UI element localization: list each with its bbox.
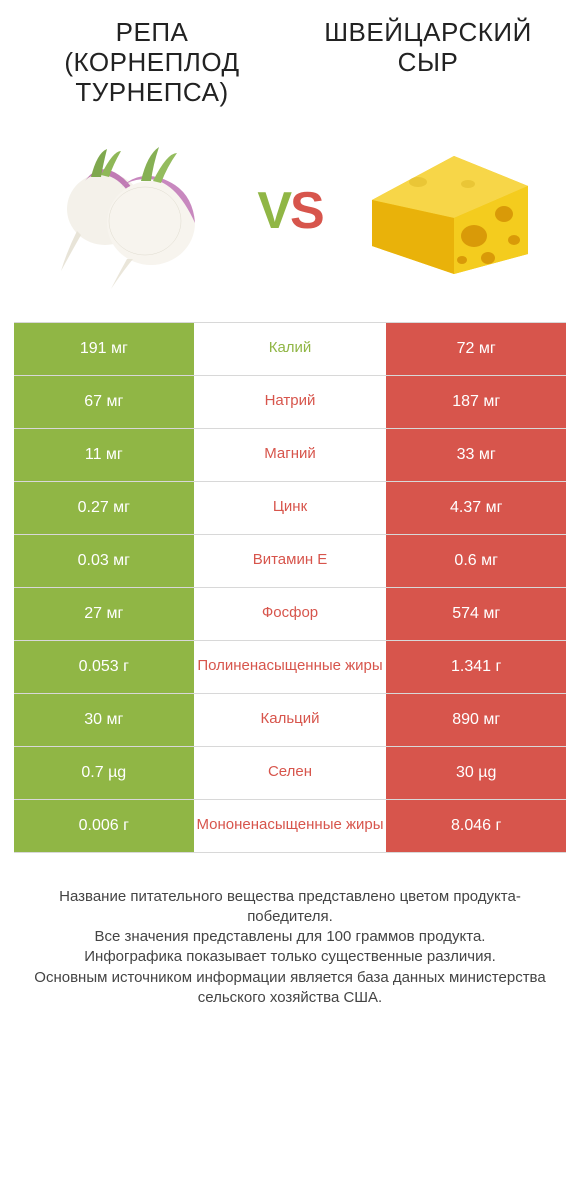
left-title: РЕПА (КОРНЕПЛОД ТУРНЕПСА) xyxy=(14,18,290,108)
right-value: 0.6 мг xyxy=(386,535,566,587)
right-title-line2: СЫР xyxy=(398,47,459,77)
footer-line-4: Основным источником информации является … xyxy=(18,968,562,1009)
right-value: 187 мг xyxy=(386,376,566,428)
cheese-image xyxy=(330,126,566,296)
table-row: 191 мгКалий72 мг xyxy=(14,322,566,376)
right-value: 4.37 мг xyxy=(386,482,566,534)
nutrient-label: Магний xyxy=(194,429,387,481)
images-row: VS xyxy=(14,126,566,296)
right-value: 72 мг xyxy=(386,323,566,375)
left-value: 67 мг xyxy=(14,376,194,428)
table-row: 67 мгНатрий187 мг xyxy=(14,376,566,429)
nutrient-label: Полиненасыщенные жиры xyxy=(194,641,387,693)
turnip-image xyxy=(14,126,250,296)
left-title-line2: (КОРНЕПЛОД xyxy=(64,47,239,77)
nutrient-label: Селен xyxy=(194,747,387,799)
nutrient-label: Мононенасыщенные жиры xyxy=(194,800,387,852)
comparison-table: 191 мгКалий72 мг67 мгНатрий187 мг11 мгМа… xyxy=(14,322,566,853)
left-value: 0.006 г xyxy=(14,800,194,852)
right-value: 33 мг xyxy=(386,429,566,481)
table-row: 11 мгМагний33 мг xyxy=(14,429,566,482)
left-value: 27 мг xyxy=(14,588,194,640)
left-value: 0.7 µg xyxy=(14,747,194,799)
comparison-infographic: РЕПА (КОРНЕПЛОД ТУРНЕПСА) ШВЕЙЦАРСКИЙ СЫ… xyxy=(0,0,580,1038)
nutrient-label: Калий xyxy=(194,323,387,375)
footer-line-3: Инфографика показывает только существенн… xyxy=(18,947,562,967)
nutrient-label: Цинк xyxy=(194,482,387,534)
table-row: 0.053 гПолиненасыщенные жиры1.341 г xyxy=(14,641,566,694)
left-value: 0.053 г xyxy=(14,641,194,693)
nutrient-label: Витамин E xyxy=(194,535,387,587)
table-row: 0.7 µgСелен30 µg xyxy=(14,747,566,800)
footer-line-1: Название питательного вещества представл… xyxy=(18,887,562,928)
right-value: 8.046 г xyxy=(386,800,566,852)
vs-label: VS xyxy=(250,181,330,241)
left-value: 11 мг xyxy=(14,429,194,481)
right-value: 30 µg xyxy=(386,747,566,799)
vs-letter-s: S xyxy=(290,182,323,240)
right-title: ШВЕЙЦАРСКИЙ СЫР xyxy=(290,18,566,78)
table-row: 30 мгКальций890 мг xyxy=(14,694,566,747)
right-value: 890 мг xyxy=(386,694,566,746)
left-title-line3: ТУРНЕПСА) xyxy=(75,77,228,107)
left-value: 30 мг xyxy=(14,694,194,746)
footer-line-2: Все значения представлены для 100 граммо… xyxy=(18,927,562,947)
table-row: 27 мгФосфор574 мг xyxy=(14,588,566,641)
left-value: 0.03 мг xyxy=(14,535,194,587)
right-value: 1.341 г xyxy=(386,641,566,693)
right-title-line1: ШВЕЙЦАРСКИЙ xyxy=(324,17,532,47)
vs-letter-v: V xyxy=(257,182,290,240)
left-value: 0.27 мг xyxy=(14,482,194,534)
table-row: 0.006 гМононенасыщенные жиры8.046 г xyxy=(14,800,566,853)
left-title-line1: РЕПА xyxy=(116,17,189,47)
nutrient-label: Фосфор xyxy=(194,588,387,640)
table-row: 0.03 мгВитамин E0.6 мг xyxy=(14,535,566,588)
nutrient-label: Кальций xyxy=(194,694,387,746)
right-value: 574 мг xyxy=(386,588,566,640)
footer-notes: Название питательного вещества представл… xyxy=(14,887,566,1009)
titles-row: РЕПА (КОРНЕПЛОД ТУРНЕПСА) ШВЕЙЦАРСКИЙ СЫ… xyxy=(14,18,566,108)
nutrient-label: Натрий xyxy=(194,376,387,428)
table-row: 0.27 мгЦинк4.37 мг xyxy=(14,482,566,535)
left-value: 191 мг xyxy=(14,323,194,375)
